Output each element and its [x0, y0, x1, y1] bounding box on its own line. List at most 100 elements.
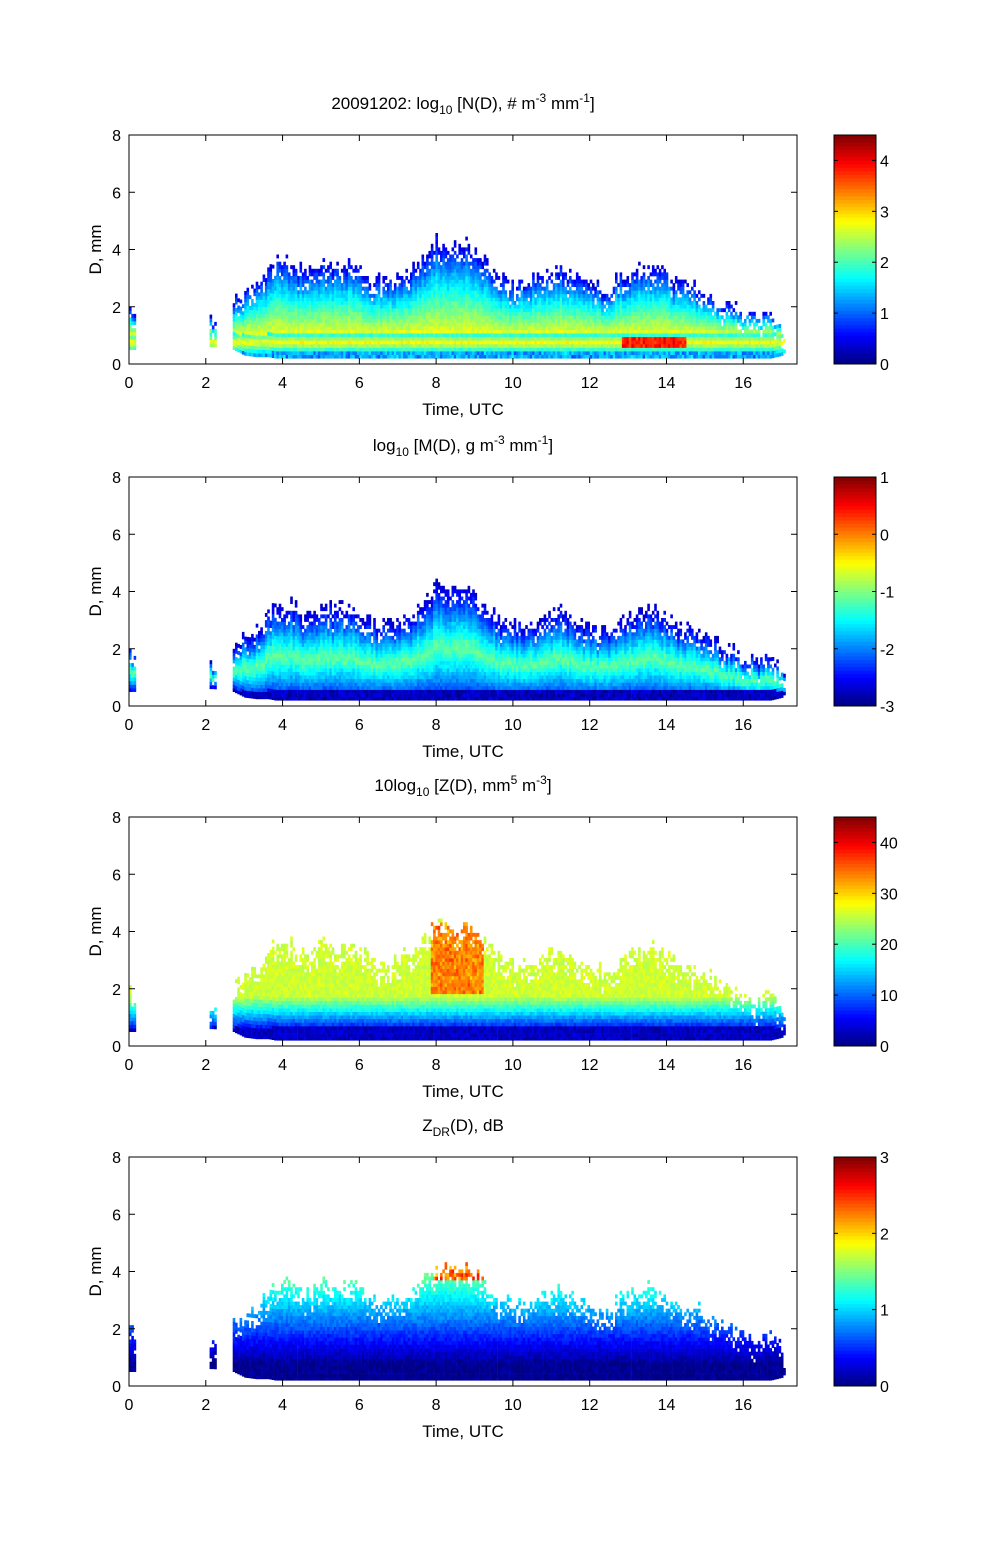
heatmap-cell	[541, 286, 544, 291]
heatmap-cell	[520, 322, 524, 327]
heatmap-cell	[513, 318, 517, 323]
heatmap-cell	[426, 258, 429, 262]
heatmap-cell	[631, 322, 634, 327]
heatmap-cell	[642, 272, 646, 277]
heatmap-cell	[656, 283, 660, 287]
heatmap-cell	[456, 351, 459, 355]
heatmap-cell	[601, 340, 604, 345]
heatmap-cell	[569, 304, 572, 309]
heatmap-cell	[723, 336, 726, 341]
heatmap-cell	[483, 329, 487, 334]
heatmap-cell	[380, 344, 383, 348]
heatmap-cell	[428, 336, 431, 341]
heatmap-cell	[704, 326, 708, 330]
heatmap-cell	[396, 333, 399, 338]
heatmap-cell	[672, 351, 676, 355]
heatmap-cell	[428, 250, 431, 255]
heatmap-cell	[419, 290, 422, 295]
heatmap-cell	[476, 276, 480, 280]
heatmap-cell	[393, 297, 397, 302]
heatmap-cell	[463, 254, 466, 259]
heatmap-cell	[338, 329, 342, 334]
heatmap-cell	[541, 276, 544, 280]
heatmap-cell	[426, 308, 429, 313]
heatmap-cell	[691, 301, 694, 305]
heatmap-cell	[389, 308, 392, 313]
heatmap-cell	[294, 268, 298, 273]
heatmap-cell	[315, 318, 319, 323]
heatmap-cell	[621, 293, 625, 298]
heatmap-cell	[518, 344, 521, 348]
heatmap-cell	[522, 286, 526, 291]
heatmap-cell	[511, 297, 514, 302]
heatmap-cell	[398, 290, 402, 295]
heatmap-cell	[640, 340, 643, 345]
heatmap-cell	[504, 301, 508, 305]
heatmap-cell	[592, 283, 595, 287]
heatmap-cell	[592, 297, 595, 302]
heatmap-cell	[545, 340, 549, 345]
heatmap-cell	[400, 290, 404, 295]
heatmap-cell	[336, 311, 339, 316]
heatmap-cell	[446, 279, 450, 284]
heatmap-cell	[545, 333, 549, 338]
heatmap-cell	[294, 340, 298, 345]
heatmap-cell	[615, 304, 618, 309]
heatmap-cell	[446, 250, 450, 255]
heatmap-cell	[592, 344, 595, 348]
heatmap-cell	[727, 329, 731, 334]
heatmap-cell	[506, 297, 510, 302]
heatmap-cell	[290, 329, 293, 334]
heatmap-cell	[400, 301, 404, 305]
heatmap-cell	[334, 301, 337, 305]
heatmap-cell	[458, 250, 461, 255]
heatmap-cell	[509, 344, 512, 348]
heatmap-cell	[269, 278, 273, 283]
heatmap-cell	[619, 315, 623, 320]
heatmap-cell	[299, 297, 303, 302]
heatmap-cell	[329, 347, 332, 352]
heatmap-cell	[244, 323, 247, 328]
heatmap-cell	[490, 354, 494, 359]
heatmap-cell	[262, 353, 266, 358]
heatmap-cell	[301, 340, 305, 345]
heatmap-cell	[453, 354, 457, 359]
heatmap-cell	[658, 290, 662, 295]
heatmap-cell	[359, 351, 362, 355]
heatmap-cell	[621, 333, 625, 338]
heatmap-cell	[389, 340, 392, 345]
heatmap-cell	[451, 279, 455, 284]
heatmap-cell	[419, 297, 422, 302]
heatmap-cell	[573, 283, 577, 287]
heatmap-cell	[585, 283, 588, 287]
heatmap-cell	[605, 318, 609, 323]
heatmap-cell	[255, 328, 259, 333]
heatmap-cell	[412, 272, 415, 277]
heatmap-cell	[416, 283, 420, 287]
heatmap-cell	[541, 333, 544, 338]
heatmap-cell	[384, 304, 388, 309]
heatmap-cell	[490, 329, 494, 334]
heatmap-cell	[642, 347, 646, 352]
heatmap-cell	[617, 354, 620, 359]
heatmap-cell	[490, 286, 494, 291]
heatmap-cell	[235, 297, 238, 302]
heatmap-cell	[504, 304, 508, 309]
heatmap-cell	[352, 311, 355, 316]
heatmap-cell	[421, 326, 425, 330]
heatmap-cell	[449, 304, 452, 309]
heatmap-cell	[451, 293, 455, 298]
heatmap-cell	[299, 276, 303, 280]
heatmap-cell	[621, 304, 625, 309]
heatmap-cell	[322, 297, 326, 302]
heatmap-cell	[287, 290, 291, 295]
heatmap-cell	[352, 318, 355, 323]
heatmap-cell	[571, 311, 574, 316]
heatmap-cell	[463, 322, 466, 327]
heatmap-cell	[617, 347, 620, 352]
heatmap-cell	[693, 318, 696, 323]
heatmap-cell	[575, 322, 579, 327]
heatmap-cell	[340, 315, 344, 320]
heatmap-cell	[589, 336, 593, 341]
heatmap-cell	[727, 336, 731, 341]
